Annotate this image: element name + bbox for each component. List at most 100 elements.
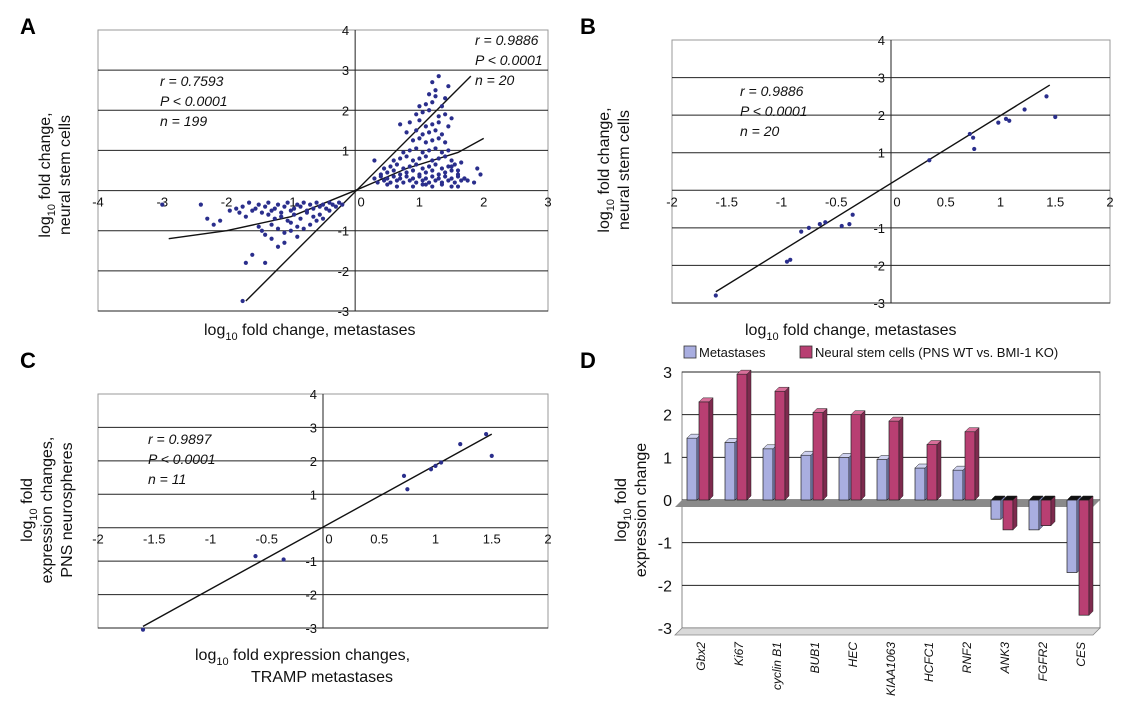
panel-a-data-point bbox=[388, 164, 393, 169]
panel-d-bar-side-neural-stem-cells bbox=[784, 386, 790, 501]
panel-a-data-point bbox=[320, 216, 326, 221]
panel-d-bar-metastases bbox=[914, 467, 926, 501]
panel-d-bar-metastases bbox=[762, 448, 774, 501]
panel-a-data-point bbox=[410, 184, 416, 189]
panel-c-data-point bbox=[433, 463, 438, 468]
panel-c-x-tick-label: 0 bbox=[325, 532, 332, 547]
panel-d-bar-metastases bbox=[686, 437, 698, 501]
panel-a-data-point bbox=[423, 102, 428, 107]
panel-a-data-point bbox=[420, 166, 425, 171]
panel-a-x-tick-label: 2 bbox=[480, 195, 487, 210]
panel-b-data-point bbox=[967, 131, 972, 137]
panel-a-data-point bbox=[433, 178, 438, 183]
panel-b-data-point bbox=[784, 259, 790, 264]
panel-a-data-point bbox=[414, 180, 419, 185]
panel-a-data-point bbox=[410, 158, 416, 163]
legend-label-neural-stem-cells: Neural stem cells (PNS WT vs. BMI-1 KO) bbox=[815, 345, 1058, 360]
panel-a-data-point bbox=[420, 110, 425, 115]
panel-a-data-point bbox=[330, 202, 335, 207]
panel-a-data-point bbox=[308, 202, 313, 207]
legend-swatch-neural-stem-cells bbox=[799, 345, 813, 359]
panel-d-bar-top-neural-stem-cells bbox=[850, 410, 866, 415]
panel-a-data-point bbox=[443, 174, 448, 179]
panel-a-data-point bbox=[423, 170, 428, 175]
panel-a-data-point bbox=[417, 172, 422, 177]
panel-a-data-point bbox=[426, 108, 432, 113]
panel-a-data-point bbox=[246, 200, 252, 205]
panel-b-data-point bbox=[823, 220, 828, 225]
panel-a-data-point bbox=[423, 176, 428, 181]
panel-d-bar-side-neural-stem-cells bbox=[860, 410, 866, 501]
panel-a-data-point bbox=[417, 104, 422, 109]
panel-a-data-point bbox=[298, 216, 303, 221]
panel-d-bar-metastases bbox=[990, 499, 1002, 520]
panel-c-y-tick-label: 3 bbox=[310, 420, 317, 435]
panel-b-scatter: -2 -1.5 -1 -0.5 0 0.5 1 1.5 2 -3 -2 -1 1 2 3 4 bbox=[666, 33, 1113, 311]
panel-d-bar-top-metastases bbox=[1028, 495, 1044, 501]
panel-a-data-point bbox=[452, 162, 457, 167]
svg-text:log10 fold: log10 fold bbox=[613, 478, 634, 542]
panel-a-data-point bbox=[272, 216, 277, 221]
panel-a-data-point bbox=[426, 130, 432, 135]
panel-d-bar-side-neural-stem-cells bbox=[1050, 495, 1056, 527]
panel-b-x-tick-label: 2 bbox=[1106, 194, 1113, 209]
panel-c-data-point bbox=[439, 460, 444, 465]
panel-a-data-point bbox=[423, 182, 428, 187]
panel-a-data-point bbox=[407, 120, 412, 125]
panel-a-data-point bbox=[414, 146, 419, 151]
panel-a-data-point bbox=[218, 218, 223, 223]
panel-b-data-point bbox=[713, 293, 718, 298]
panel-a-xlabel: log10 fold change, metastases bbox=[204, 322, 416, 343]
panel-a-data-point bbox=[291, 212, 297, 217]
svg-text:n = 20: n = 20 bbox=[740, 123, 780, 139]
panel-c-data-point bbox=[458, 442, 463, 447]
panel-a-y-tick-label: 1 bbox=[342, 143, 349, 158]
panel-a-data-point bbox=[311, 206, 316, 211]
panel-c-data-point bbox=[253, 554, 258, 559]
panel-a-data-point bbox=[269, 236, 274, 241]
panel-d-bar-neural-stem-cells bbox=[888, 420, 900, 501]
svg-text:neural stem cells: neural stem cells bbox=[616, 110, 633, 230]
panel-d-bar-metastases bbox=[1028, 499, 1040, 531]
panel-d-bar-metastases bbox=[800, 454, 812, 501]
panel-d-category-label: CES bbox=[1074, 642, 1088, 667]
panel-a-data-point bbox=[285, 218, 290, 223]
panel-b-data-point bbox=[927, 158, 932, 163]
panel-b-x-tick-label: 0.5 bbox=[937, 194, 955, 209]
panel-a-data-point bbox=[410, 176, 416, 181]
panel-letter-a: A bbox=[20, 14, 36, 39]
panel-a-data-point bbox=[291, 206, 297, 211]
panel-a-data-point bbox=[385, 182, 390, 187]
panel-b-stats: r = 0.9886 P < 0.0001 n = 20 bbox=[740, 83, 808, 139]
panel-a-data-point bbox=[404, 174, 409, 179]
panel-a-data-point bbox=[314, 200, 319, 205]
svg-text:r = 0.7593: r = 0.7593 bbox=[160, 73, 224, 89]
panel-a-x-tick-label: -1 bbox=[285, 195, 297, 210]
panel-d-bar-neural-stem-cells bbox=[926, 444, 938, 501]
panel-a-data-point bbox=[263, 260, 268, 265]
panel-a-y-tick-label: -1 bbox=[338, 224, 350, 239]
panel-d-bar-neural-stem-cells bbox=[774, 390, 786, 501]
panel-a-data-point bbox=[417, 156, 422, 161]
panel-a-data-point bbox=[433, 146, 438, 151]
panel-a-data-point bbox=[266, 200, 271, 205]
panel-a-data-point bbox=[430, 184, 435, 189]
panel-a-y-tick-label: 3 bbox=[342, 63, 349, 78]
panel-a-data-point bbox=[240, 298, 245, 304]
panel-d-floor bbox=[674, 627, 1101, 636]
panel-a-data-point bbox=[311, 214, 316, 219]
panel-a-x-tick-label: 3 bbox=[544, 195, 551, 210]
panel-b-y-tick-label: -2 bbox=[873, 258, 885, 273]
panel-a-data-point bbox=[269, 208, 274, 213]
svg-text:n = 20: n = 20 bbox=[475, 72, 515, 88]
panel-b-x-tick-label: 1.5 bbox=[1046, 194, 1064, 209]
panel-c-data-point bbox=[405, 487, 410, 492]
panel-a-data-point bbox=[455, 184, 461, 189]
panel-a-data-point bbox=[446, 84, 451, 89]
panel-a-data-point bbox=[423, 154, 428, 159]
panel-a-data-point bbox=[417, 118, 422, 123]
panel-a-data-point bbox=[436, 74, 441, 79]
panel-b-data-point bbox=[788, 257, 793, 262]
panel-a-y-tick-label: -2 bbox=[338, 264, 350, 279]
panel-d-category-label: FGFR2 bbox=[1036, 642, 1050, 682]
